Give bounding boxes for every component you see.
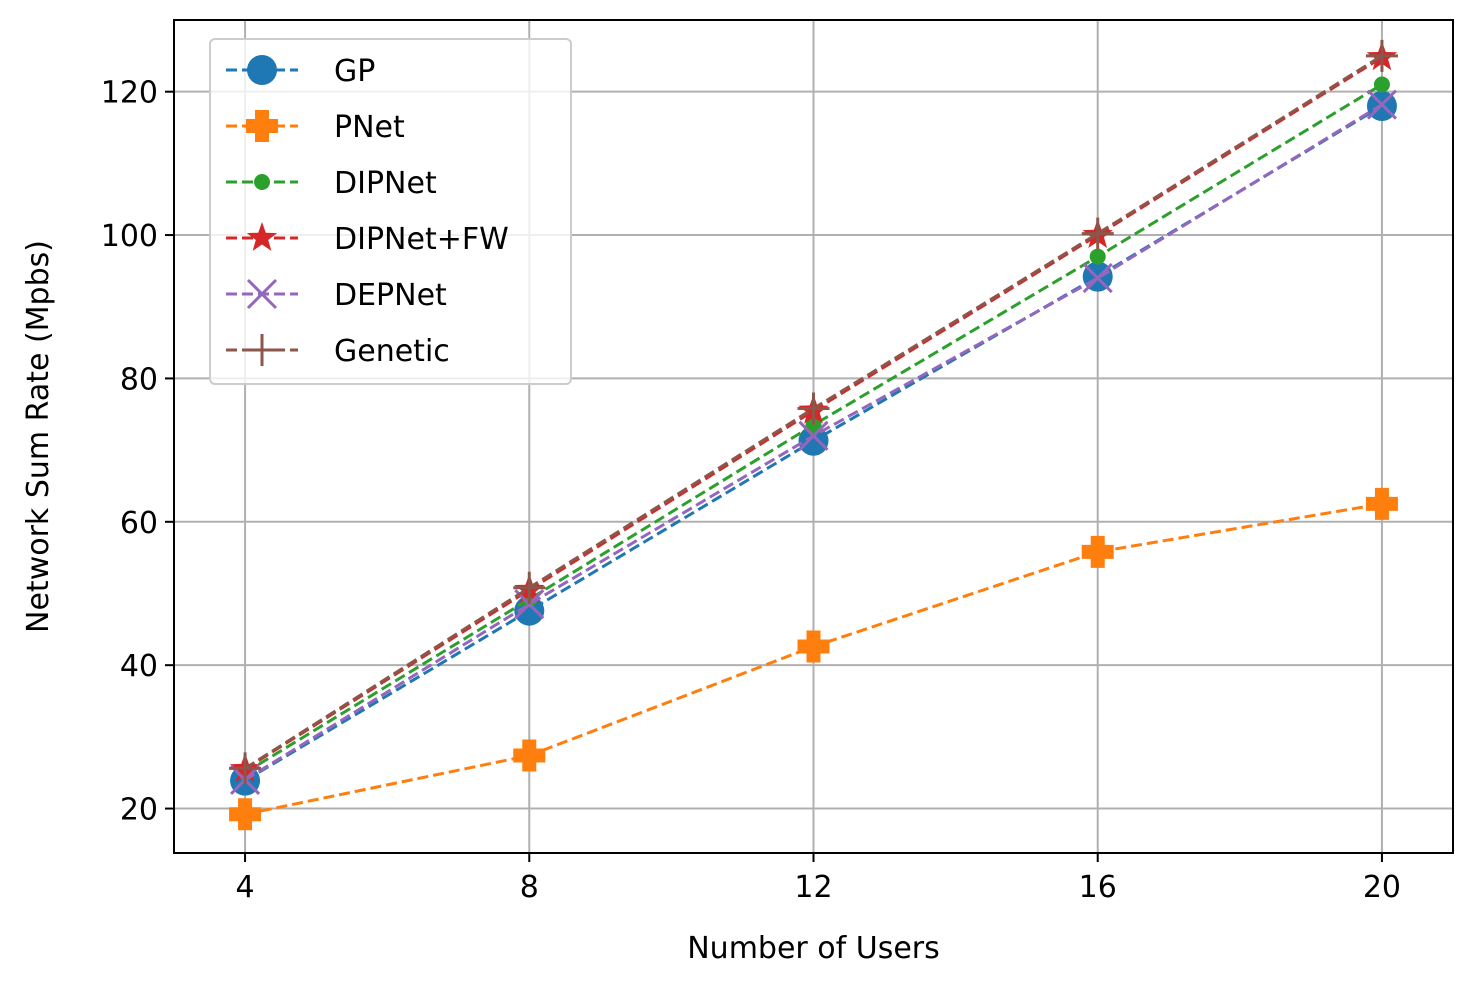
data-point: [513, 571, 546, 604]
data-point: [797, 630, 830, 663]
legend-label: DIPNet: [334, 166, 437, 201]
data-point: [254, 174, 270, 190]
legend-label: GP: [334, 54, 375, 89]
legend-label: DIPNet+FW: [334, 222, 509, 257]
data-point: [246, 222, 278, 251]
y-tick-label: 120: [101, 76, 158, 111]
data-point: [805, 417, 822, 434]
data-point: [798, 420, 829, 451]
data-point: [797, 392, 830, 425]
x-tick-label: 16: [1079, 870, 1117, 905]
data-point: [1366, 89, 1398, 120]
legend-entry: GP: [226, 54, 375, 89]
series-lines: [229, 39, 1398, 831]
data-point: [1365, 39, 1398, 72]
x-tick-label: 4: [236, 870, 255, 905]
legend-box: [209, 38, 572, 385]
data-point: [246, 110, 278, 142]
data-point: [1081, 217, 1114, 250]
axis-ticks: 4 8 12 16 20 20 40 60 80 100 120: [101, 76, 1401, 905]
x-tick-label: 8: [520, 870, 539, 905]
data-point: [229, 752, 262, 785]
legend-entry: DEPNet: [226, 278, 447, 313]
data-point: [1089, 248, 1106, 265]
legend-entry: PNet: [226, 110, 405, 145]
data-point: [1365, 487, 1398, 520]
x-axis-label: Number of Users: [687, 931, 940, 966]
legend-label: Genetic: [334, 334, 450, 369]
data-point: [1081, 535, 1114, 568]
y-axis-label: Network Sum Rate (Mpbs): [21, 240, 56, 633]
legend-entry: DIPNet: [226, 166, 437, 201]
legend: GP PNet DIPNet DIPNet+FW DEPNet Genetic: [209, 38, 572, 385]
data-point: [1082, 263, 1113, 294]
x-tick-label: 20: [1363, 870, 1401, 905]
data-point: [229, 798, 262, 831]
data-point: [246, 334, 278, 366]
data-point: [1373, 76, 1390, 93]
data-point: [247, 55, 277, 85]
data-point: [513, 739, 546, 772]
y-tick-label: 40: [120, 649, 158, 684]
legend-entry: Genetic: [226, 334, 450, 369]
y-tick-label: 100: [101, 219, 158, 254]
series-genetic: [229, 39, 1398, 785]
y-tick-label: 60: [120, 506, 158, 541]
data-point: [246, 278, 278, 310]
legend-label: PNet: [334, 110, 405, 145]
y-tick-label: 80: [120, 362, 158, 397]
legend-label: DEPNet: [334, 278, 447, 313]
legend-entry: DIPNet+FW: [226, 222, 509, 257]
series-pnet: [229, 487, 1398, 831]
y-tick-label: 20: [120, 793, 158, 828]
x-tick-label: 12: [794, 870, 832, 905]
